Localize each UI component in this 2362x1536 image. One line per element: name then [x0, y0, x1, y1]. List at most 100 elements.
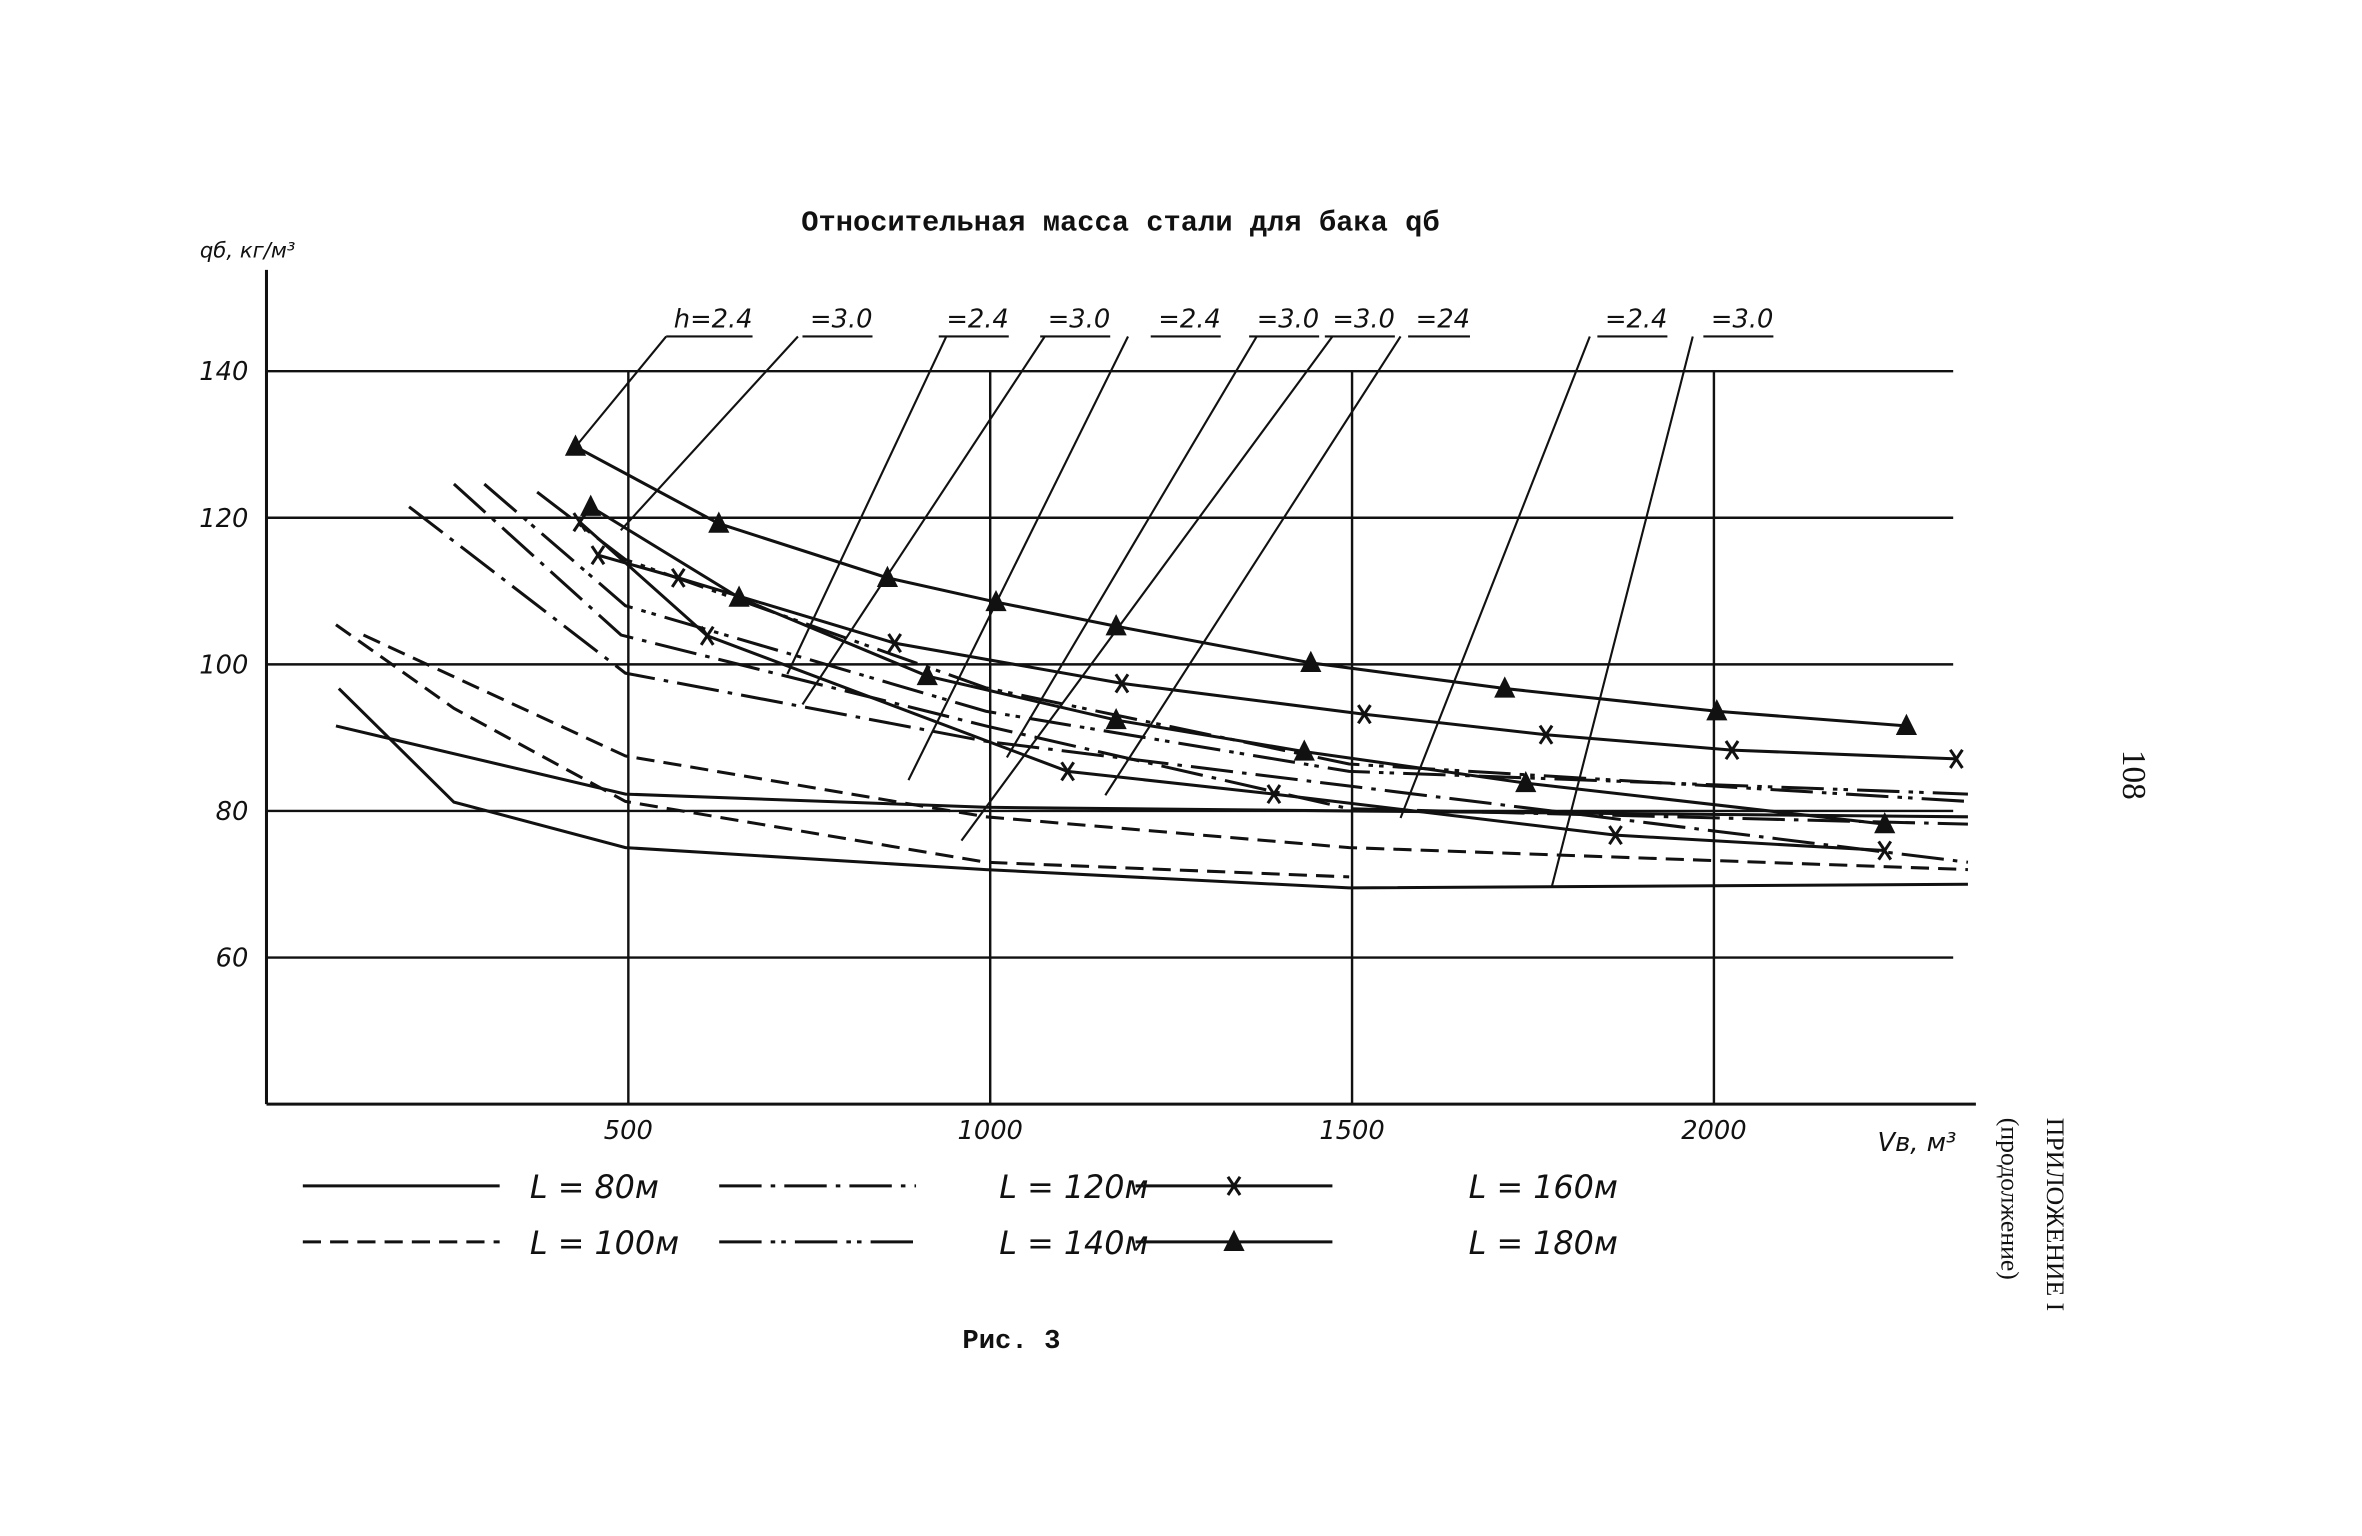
caption: Рис. 3: [962, 1326, 1060, 1357]
triangle-marker: [1895, 713, 1918, 736]
triangle-marker: [1105, 614, 1127, 636]
curve: [335, 623, 1350, 879]
legend-label: L = 140м: [999, 1225, 1148, 1262]
y-tick-label: 100: [199, 650, 248, 680]
annotation: =3.0: [1257, 304, 1319, 334]
x-marker: [670, 567, 686, 588]
curve: [452, 482, 1968, 826]
annotation: =3.0: [1711, 304, 1773, 334]
annotation-leader: [619, 335, 799, 532]
x-tick-label: 2000: [1681, 1116, 1746, 1146]
x-tick-label: 500: [604, 1116, 653, 1146]
appendix: ПРИЛОЖЕНИЕ I: [2041, 1118, 2070, 1311]
curve: [536, 490, 1969, 803]
x-marker: [1877, 840, 1893, 861]
triangle-marker: [1874, 812, 1896, 834]
legend-entry: L = 160м: [1135, 1169, 1618, 1206]
legend-label: L = 100м: [530, 1225, 679, 1262]
x-marker: [699, 625, 715, 646]
x-stroke: [699, 625, 715, 646]
legend-label: L = 160м: [1469, 1169, 1618, 1206]
x-marker: [1357, 704, 1372, 725]
x-marker: [887, 633, 902, 654]
x-tick-label: 1000: [957, 1116, 1022, 1146]
annotation: h=2.4: [674, 304, 753, 334]
annotation: =2.4: [946, 304, 1008, 334]
annotation: =3.0: [1048, 304, 1110, 334]
legend-entry: L = 120м: [719, 1169, 1148, 1206]
triangle-marker: [1515, 770, 1537, 793]
triangle-marker: [985, 589, 1007, 612]
x-marker: [1266, 784, 1282, 805]
page-number: 108: [2115, 750, 2152, 800]
curve: [578, 521, 1885, 853]
annotation-leader: [801, 335, 1046, 705]
legend-entry: L = 100м: [302, 1225, 679, 1262]
x-stroke: [1060, 761, 1075, 782]
x-stroke: [590, 545, 606, 566]
x-stroke: [1877, 840, 1893, 861]
legend-entry: L = 180м: [1135, 1225, 1618, 1262]
appendix-note: (продолжение): [1996, 1118, 2025, 1280]
triangle-marker: [728, 585, 750, 607]
x-marker: [1060, 761, 1075, 782]
x-stroke: [1724, 740, 1740, 761]
x-marker: [1608, 825, 1623, 846]
triangle-marker: [1105, 707, 1127, 730]
x-marker: [1949, 748, 1964, 769]
x-stroke: [1357, 704, 1372, 725]
annotation-leader: [960, 335, 1334, 842]
annotation-leader: [1005, 335, 1258, 758]
triangle-marker: [916, 663, 938, 686]
x-stroke: [572, 512, 588, 533]
triangle-marker: [564, 434, 587, 456]
annotation-leader: [574, 335, 668, 448]
annotation: =3.0: [810, 304, 872, 334]
x-axis-label: Vв, м³: [1877, 1128, 1956, 1158]
annotation: =2.4: [1158, 304, 1220, 334]
annotation-leader: [786, 336, 948, 675]
y-tick-label: 120: [199, 504, 248, 534]
annotation-leader: [907, 336, 1129, 781]
triangle-marker: [1293, 739, 1315, 761]
legend-label: L = 80м: [530, 1169, 659, 1206]
triangle-marker: [1223, 1229, 1245, 1251]
triangle-marker: [1706, 699, 1728, 721]
triangle-marker: [580, 494, 602, 516]
y-axis-label: qб, кг/м³: [200, 238, 296, 263]
y-tick-label: 140: [199, 357, 248, 387]
curve: [483, 482, 1968, 796]
triangle-marker: [1494, 676, 1516, 698]
legend-label: L = 120м: [999, 1169, 1148, 1206]
x-marker: [572, 512, 588, 533]
legend-entry: L = 140м: [719, 1225, 1148, 1262]
x-stroke: [1608, 825, 1623, 846]
annotation-leader: [1399, 336, 1591, 819]
curve: [362, 633, 1968, 872]
x-stroke: [1538, 724, 1554, 745]
annotation: =24: [1416, 304, 1470, 334]
x-marker: [590, 545, 606, 566]
x-stroke: [1266, 784, 1282, 805]
annotation: =2.4: [1605, 304, 1667, 334]
x-marker: [1114, 673, 1130, 694]
annotation-leader: [1104, 335, 1402, 796]
x-marker: [1226, 1175, 1242, 1196]
y-tick-label: 60: [216, 944, 249, 974]
x-stroke: [887, 633, 902, 654]
annotation-leader: [1550, 336, 1694, 887]
curve: [337, 687, 1968, 890]
x-stroke: [1226, 1175, 1242, 1196]
x-tick-label: 1500: [1319, 1116, 1384, 1146]
x-marker: [1538, 724, 1554, 745]
chart-title: Относительная масса стали для бака qб: [801, 206, 1439, 239]
annotation: =3.0: [1332, 304, 1394, 334]
legend-label: L = 180м: [1469, 1225, 1618, 1262]
legend-entry: L = 80м: [302, 1169, 659, 1206]
x-stroke: [1114, 673, 1130, 694]
triangle-marker: [1300, 650, 1322, 672]
y-tick-label: 80: [216, 797, 249, 827]
